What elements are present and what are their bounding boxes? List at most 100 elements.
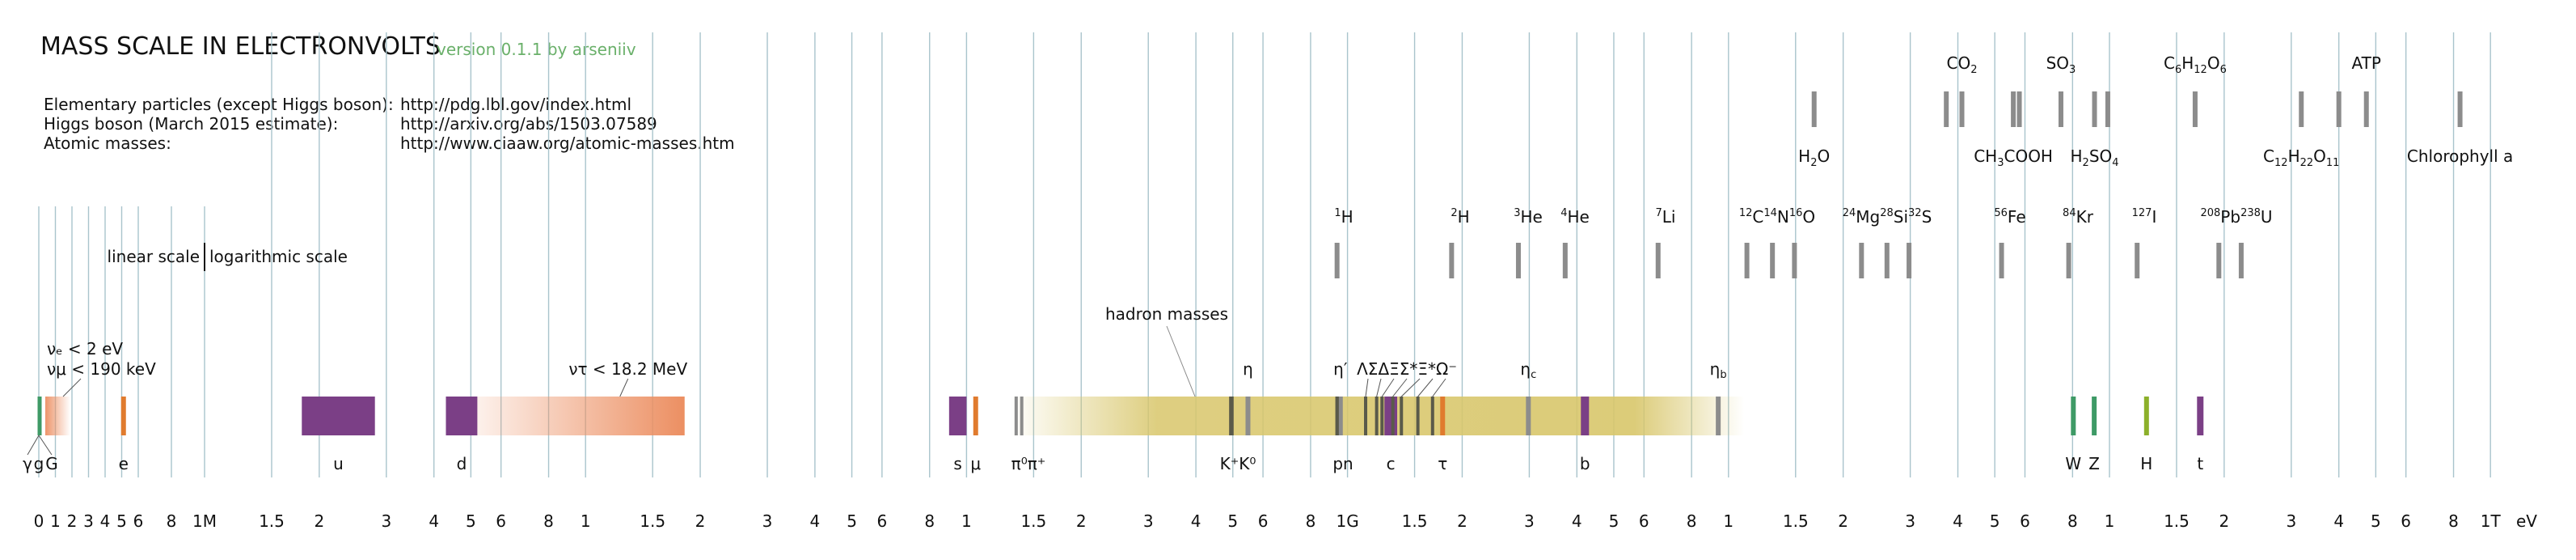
tick-label: 2 <box>314 511 324 531</box>
atom-2H-mark <box>1449 243 1455 278</box>
particle-label: u <box>333 454 344 473</box>
particle-H-mark <box>2143 397 2149 435</box>
particle-label: e <box>119 454 129 473</box>
molecule-mark <box>2011 91 2016 127</box>
atom-label: 7Li <box>1656 207 1676 227</box>
tick-label: 2 <box>695 511 706 531</box>
tick-label: 6 <box>1258 511 1269 531</box>
tick-label: 6 <box>876 511 887 531</box>
tick-label: 3 <box>1143 511 1154 531</box>
tick-label: 2 <box>1457 511 1467 531</box>
particle-label: τ <box>1438 454 1447 473</box>
neutrino-mu-leader <box>62 378 82 397</box>
molecule-mark <box>1811 91 1817 127</box>
tick-label: 1 <box>2105 511 2115 531</box>
quark-d-mark <box>446 397 478 435</box>
atom-16O-mark <box>1792 243 1797 278</box>
neutrino-mu-label: νμ < 190 keV <box>47 359 156 379</box>
atom-label: 4He <box>1560 207 1590 227</box>
particle-π⁰π⁺-mark <box>1014 397 1018 435</box>
particle-ηb-mark <box>1716 397 1721 435</box>
particle-label: Z <box>2088 454 2100 473</box>
mark-layer <box>37 91 2463 435</box>
molecule-mark <box>2105 91 2110 127</box>
tick-label: 1 <box>50 511 61 531</box>
tick-label: 8 <box>1306 511 1316 531</box>
version-credit: version 0.1.1 by arseniiv <box>437 40 636 59</box>
molecule-label: C12H22O11 <box>2263 146 2339 169</box>
molecule-mark <box>2016 91 2022 127</box>
tick-label: 5 <box>847 511 857 531</box>
neutrino-tau-leader <box>619 378 629 397</box>
atom-127I-mark <box>2135 243 2140 278</box>
axis-unit-label: eV <box>2516 511 2537 531</box>
label-leader <box>27 435 40 456</box>
tick-label: 1.5 <box>259 511 285 531</box>
tick-label: 1.5 <box>640 511 665 531</box>
particle-μ-mark <box>973 397 978 435</box>
particle-label: pn <box>1332 454 1353 473</box>
tick-label: 4 <box>1953 511 1963 531</box>
atom-label: 2H <box>1451 207 1469 227</box>
atom-label: 84Kr <box>2063 207 2094 227</box>
tick-label: 2 <box>1838 511 1848 531</box>
tick-label: 1G <box>1336 511 1358 531</box>
band-layer <box>45 397 1745 435</box>
molecule-mark <box>2336 91 2342 127</box>
particle-label: d <box>457 454 467 473</box>
tick-label: 1.5 <box>2164 511 2190 531</box>
particle-τ-mark <box>1440 397 1446 435</box>
particle-η-mark <box>1245 397 1251 435</box>
molecule-label: Chlorophyll a <box>2407 146 2513 166</box>
tick-label: 8 <box>2067 511 2078 531</box>
atom-label: 3He <box>1514 207 1543 227</box>
molecule-mark <box>2299 91 2304 127</box>
particle-K⁺K⁰-mark <box>1230 397 1234 435</box>
baryon-leader <box>1365 378 1369 397</box>
baryon-leader <box>1400 378 1421 397</box>
atom-4He-mark <box>1562 243 1568 278</box>
tick-label: 6 <box>133 511 144 531</box>
hadron-band-label: hadron masses <box>1105 304 1228 324</box>
tick-label: 1.5 <box>1783 511 1809 531</box>
source-link-atoms[interactable]: http://www.ciaaw.org/atomic-masses.htm <box>400 134 735 153</box>
tick-label: 4 <box>429 511 439 531</box>
particle-label: ηc <box>1520 359 1536 381</box>
label-leader <box>38 435 53 456</box>
tick-label: 8 <box>1687 511 1697 531</box>
quark-c-mark <box>1384 397 1398 435</box>
particle-label: H <box>2140 454 2152 473</box>
source-link-higgs[interactable]: http://arxiv.org/abs/1503.07589 <box>400 114 657 134</box>
particle-Z-mark <box>2092 397 2097 435</box>
neutrino-tau-label: ντ < 18.2 MeV <box>568 359 687 379</box>
tick-label: 8 <box>2448 511 2459 531</box>
tick-label: 0 <box>34 511 44 531</box>
tick-label: 8 <box>543 511 554 531</box>
tick-label: 6 <box>2020 511 2030 531</box>
tick-label: 1T <box>2481 511 2502 531</box>
baryon-group-label: ΛΣΔΞΣ*Ξ*Ω⁻ <box>1357 359 1457 379</box>
particle-Σ-mark <box>1375 397 1379 435</box>
particle-label: η <box>1243 359 1253 379</box>
source-link-particles[interactable]: http://pdg.lbl.gov/index.html <box>400 95 632 114</box>
tick-label: 3 <box>762 511 773 531</box>
molecule-mark <box>1944 91 1949 127</box>
atom-32S-mark <box>1907 243 1912 278</box>
tick-label: 3 <box>1524 511 1535 531</box>
atom-label: 127I <box>2132 207 2157 227</box>
baryon-leader <box>1376 378 1382 397</box>
atom-238U-mark <box>2238 243 2244 278</box>
tick-label: 8 <box>167 511 177 531</box>
particle-label: b <box>1580 454 1590 473</box>
tick-label: 1 <box>1723 511 1734 531</box>
molecule-mark <box>2058 91 2063 127</box>
tick-label: 1 <box>581 511 591 531</box>
particle-Λ-mark <box>1364 397 1368 435</box>
atom-14N-mark <box>1770 243 1776 278</box>
quark-u-mark <box>302 397 375 435</box>
particle-label: s <box>953 454 961 473</box>
particle-label: t <box>2197 454 2203 473</box>
label-layer: linear scale logarithmic scale νₑ < 2 eVνμ… <box>23 53 2513 473</box>
photon-gluon-graviton-mark <box>37 397 42 435</box>
